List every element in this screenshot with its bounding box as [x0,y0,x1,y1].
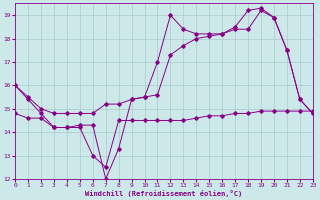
X-axis label: Windchill (Refroidissement éolien,°C): Windchill (Refroidissement éolien,°C) [85,190,243,197]
